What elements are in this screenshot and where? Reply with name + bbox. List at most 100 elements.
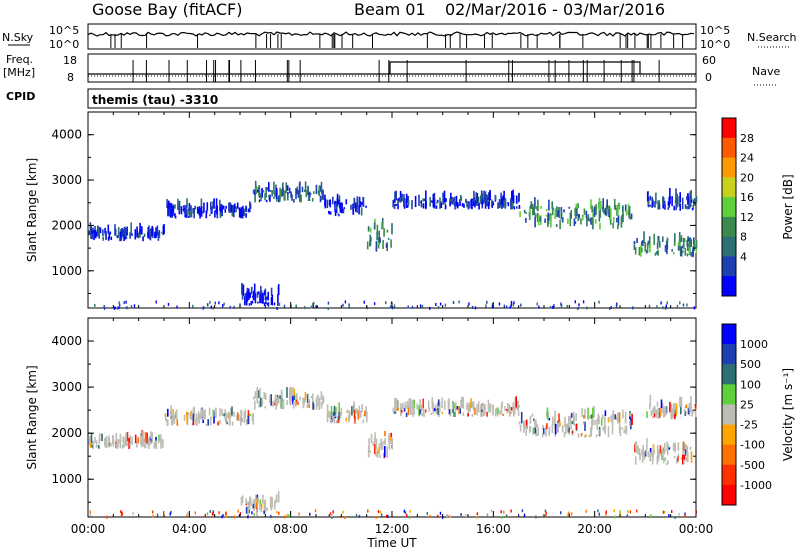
echo-cell bbox=[581, 408, 583, 417]
y-tick-label: 1000 bbox=[51, 264, 82, 278]
echo-cell bbox=[468, 402, 471, 412]
echo-cell bbox=[655, 192, 657, 205]
echo-cell bbox=[265, 187, 267, 198]
echo-speck bbox=[209, 300, 211, 304]
echo-speck bbox=[295, 304, 297, 308]
echo-cell bbox=[397, 198, 399, 210]
echo-cell bbox=[670, 403, 673, 414]
echo-cell bbox=[604, 426, 607, 430]
echo-cell bbox=[255, 494, 257, 503]
echo-cell bbox=[501, 197, 503, 205]
echo-cell bbox=[657, 410, 660, 419]
echo-cell bbox=[465, 198, 467, 203]
echo-cell bbox=[682, 454, 684, 465]
echo-speck bbox=[491, 509, 493, 513]
echo-cell bbox=[494, 408, 497, 417]
echo-cell bbox=[272, 401, 274, 406]
echo-cell bbox=[669, 188, 671, 200]
echo-speck bbox=[156, 513, 159, 517]
echo-cell bbox=[306, 393, 309, 404]
echo-cell bbox=[671, 249, 673, 252]
echo-cell bbox=[112, 435, 115, 447]
echo-cell bbox=[389, 436, 392, 441]
echo-speck bbox=[237, 509, 239, 513]
echo-cell bbox=[431, 397, 434, 409]
echo-cell bbox=[612, 222, 614, 229]
echo-cell bbox=[666, 244, 668, 255]
echo-cell bbox=[652, 454, 654, 461]
colorbar-segment bbox=[722, 344, 736, 365]
echo-cell bbox=[250, 497, 252, 506]
echo-cell bbox=[455, 195, 458, 207]
echo-cell bbox=[245, 213, 247, 218]
echo-speck bbox=[116, 306, 119, 310]
echo-cell bbox=[231, 421, 234, 426]
echo-cell bbox=[273, 399, 276, 404]
echo-speck bbox=[678, 512, 680, 516]
colorbar-tick-label: 20 bbox=[740, 171, 754, 184]
echo-cell bbox=[617, 224, 619, 230]
echo-cell bbox=[534, 426, 537, 434]
echo-cell bbox=[676, 193, 678, 204]
echo-speck bbox=[605, 512, 607, 516]
echo-cell bbox=[333, 405, 336, 413]
echo-cell bbox=[608, 416, 610, 420]
echo-cell bbox=[622, 206, 624, 209]
echo-cell bbox=[569, 415, 572, 422]
echo-cell bbox=[212, 201, 214, 209]
echo-cell bbox=[299, 190, 301, 202]
echo-cell bbox=[624, 425, 627, 432]
echo-speck bbox=[660, 301, 662, 305]
echo-cell bbox=[347, 409, 349, 414]
echo-cell bbox=[547, 212, 549, 221]
colorbar-segment bbox=[722, 424, 736, 446]
echo-cell bbox=[518, 405, 520, 408]
echo-cell bbox=[607, 426, 610, 438]
echo-cell bbox=[694, 409, 697, 418]
nsky-strip-panel: N.Sky 10^5 10^0 10^5 10^0 N.Search bbox=[2, 23, 797, 51]
echo-cell bbox=[270, 394, 272, 406]
echo-cell bbox=[369, 239, 371, 247]
echo-cell bbox=[254, 193, 256, 203]
echo-cell bbox=[141, 443, 143, 448]
echo-speck bbox=[126, 306, 128, 310]
echo-cell bbox=[583, 208, 586, 215]
echo-speck bbox=[609, 306, 611, 310]
echo-cell bbox=[627, 203, 630, 213]
echo-cell bbox=[201, 408, 203, 418]
echo-cell bbox=[188, 215, 190, 218]
echo-speck bbox=[163, 511, 165, 515]
echo-cell bbox=[279, 187, 281, 200]
echo-cell bbox=[171, 414, 174, 425]
echo-cell bbox=[190, 410, 193, 421]
echo-cell bbox=[388, 444, 391, 448]
echo-cell bbox=[319, 195, 322, 203]
echo-cell bbox=[104, 438, 106, 445]
echo-cell bbox=[375, 451, 377, 457]
echo-speck bbox=[283, 304, 286, 308]
echo-cell bbox=[213, 411, 215, 424]
echo-cell bbox=[304, 391, 307, 400]
echo-cell bbox=[182, 208, 185, 211]
echo-cell bbox=[192, 407, 195, 416]
echo-cell bbox=[121, 444, 124, 449]
echo-speck bbox=[674, 516, 676, 520]
echo-cell bbox=[280, 389, 283, 398]
echo-cell bbox=[599, 222, 601, 230]
echo-cell bbox=[533, 212, 536, 216]
echo-cell bbox=[476, 203, 479, 206]
echo-cell bbox=[254, 293, 257, 304]
echo-cell bbox=[590, 199, 592, 210]
echo-cell bbox=[338, 205, 341, 209]
echo-speck bbox=[120, 514, 123, 518]
echo-cell bbox=[561, 217, 564, 223]
echo-speck bbox=[616, 302, 618, 306]
echo-cell bbox=[529, 426, 531, 433]
echo-cell bbox=[606, 199, 608, 209]
echo-cell bbox=[474, 200, 476, 208]
echo-cell bbox=[313, 191, 315, 194]
echo-cell bbox=[684, 444, 687, 456]
echo-cell bbox=[295, 188, 297, 200]
echo-speck bbox=[286, 513, 288, 517]
echo-cell bbox=[449, 409, 452, 417]
